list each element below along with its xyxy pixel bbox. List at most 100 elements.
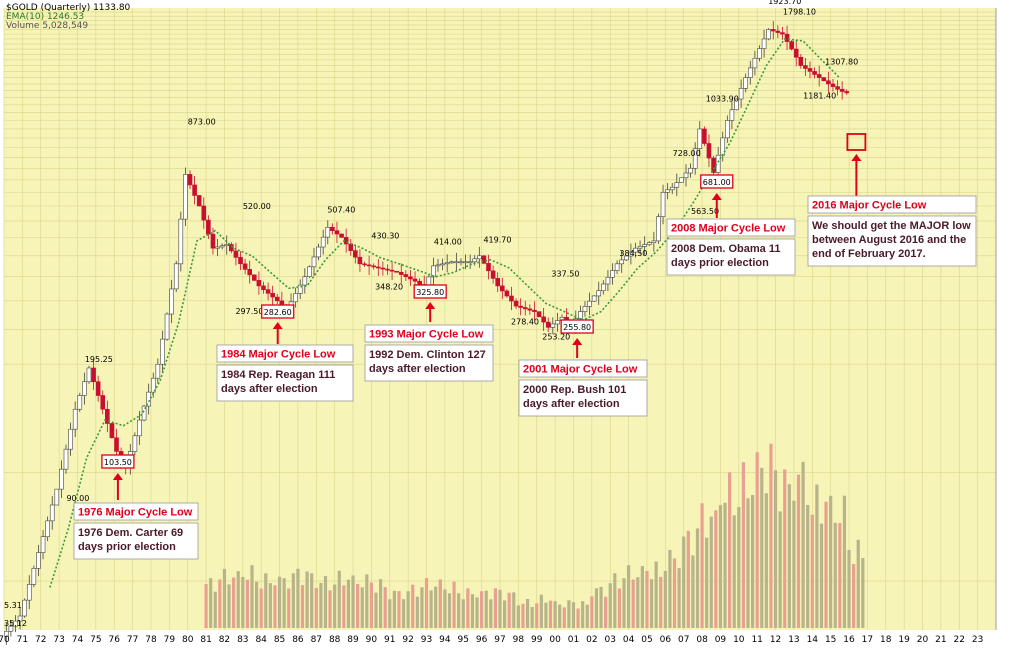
volume-bar xyxy=(682,536,686,628)
volume-bar xyxy=(461,599,465,628)
volume-bar xyxy=(512,592,516,628)
candle-body xyxy=(490,270,496,279)
candle-body xyxy=(798,56,804,66)
annotation-body-line: days prior election xyxy=(671,257,769,269)
candle-body xyxy=(366,264,372,267)
price-label: 507.40 xyxy=(327,206,355,215)
candle-body xyxy=(398,271,404,275)
x-tick-label: 73 xyxy=(53,635,64,645)
candle-body xyxy=(215,246,220,249)
volume-bar xyxy=(645,570,649,628)
volume-bar xyxy=(723,502,727,628)
volume-bar xyxy=(392,590,396,628)
volume-bar xyxy=(631,579,635,628)
candle-body xyxy=(357,256,363,265)
x-tick-label: 19 xyxy=(898,635,910,645)
volume-bar xyxy=(783,469,787,628)
annotation-title-box xyxy=(73,502,199,521)
candle-body xyxy=(178,218,184,265)
candle-body xyxy=(109,423,115,439)
x-tick-label: 01 xyxy=(568,635,579,645)
volume-bar xyxy=(466,588,470,628)
candle-body xyxy=(307,266,312,277)
candle-body xyxy=(692,148,698,169)
volume-bar xyxy=(728,472,732,628)
candle-body xyxy=(72,408,78,430)
candle-body xyxy=(591,295,597,302)
x-tick-label: 87 xyxy=(311,635,322,645)
volume-bar xyxy=(323,576,328,628)
candle-body xyxy=(219,245,225,248)
candle-body xyxy=(578,311,583,319)
candle-body xyxy=(821,77,827,82)
volume-bar xyxy=(378,579,383,628)
volume-bar xyxy=(806,504,810,628)
candle-body xyxy=(596,290,602,297)
candle-body xyxy=(472,258,478,263)
boxed-low xyxy=(700,174,734,189)
price-label: 1923.70 xyxy=(768,0,801,6)
volume-bar xyxy=(245,579,250,628)
volume-bar xyxy=(819,523,824,628)
annotation-body-line: 2000 Rep. Bush 101 xyxy=(523,384,626,396)
annotation-body-line: 1992 Dem. Clinton 127 xyxy=(369,349,486,361)
candle-body xyxy=(141,405,147,421)
boxed-low xyxy=(560,319,594,334)
annotation-title-box xyxy=(216,344,354,363)
candle-body xyxy=(766,29,771,40)
volume-bar xyxy=(732,515,736,628)
volume-bar xyxy=(493,588,498,628)
candle-body xyxy=(582,306,588,312)
volume-bar xyxy=(475,597,479,628)
candle-body xyxy=(233,250,239,258)
candle-body xyxy=(353,250,358,258)
x-tick-label: 88 xyxy=(329,635,341,645)
volume-bar xyxy=(291,573,295,628)
candle-body xyxy=(105,408,110,424)
x-tick-label: 90 xyxy=(366,635,378,645)
candle-body xyxy=(458,261,464,264)
volume-bar xyxy=(567,600,571,628)
volume-bar xyxy=(484,590,488,628)
candle-body xyxy=(532,309,537,312)
volume-bar xyxy=(406,591,410,628)
candle-body xyxy=(545,321,551,328)
x-tick-label: 18 xyxy=(880,635,892,645)
volume-bar xyxy=(581,601,585,628)
candle-body xyxy=(711,157,716,173)
candle-body xyxy=(256,280,262,287)
x-tick-label: 97 xyxy=(494,635,505,645)
x-tick-label: 79 xyxy=(164,635,176,645)
volume-bar xyxy=(737,507,741,628)
volume-bar xyxy=(447,593,452,628)
volume-bar xyxy=(796,474,801,628)
candle-body xyxy=(780,32,785,35)
volume-bar xyxy=(401,599,406,628)
candle-body xyxy=(839,88,845,92)
volume-bar xyxy=(429,590,433,628)
volume-bar xyxy=(709,516,713,628)
volume-bar xyxy=(659,576,663,628)
candle-body xyxy=(261,285,266,290)
candle-body xyxy=(679,177,684,183)
x-tick-label: 06 xyxy=(660,635,672,645)
candle-body xyxy=(587,300,592,307)
x-tick-label: 17 xyxy=(862,635,873,645)
candle-body xyxy=(623,255,629,261)
x-tick-label: 05 xyxy=(641,635,652,645)
chart-title: $GOLD (Quarterly) 1133.80 xyxy=(6,3,131,13)
candle-body xyxy=(302,276,308,286)
candle-body xyxy=(238,257,243,265)
volume-bar xyxy=(677,568,681,628)
candle-body xyxy=(229,244,234,252)
candle-body xyxy=(747,67,753,78)
x-tick-label: 10 xyxy=(733,635,745,645)
candle-body xyxy=(169,288,174,315)
volume-bar xyxy=(622,578,626,628)
volume-bar xyxy=(388,599,392,628)
price-label: 195.25 xyxy=(85,355,113,364)
x-tick-label: 94 xyxy=(439,635,451,645)
annotation-body-line: We should get the MAJOR low xyxy=(812,220,971,232)
candle-body xyxy=(504,290,510,297)
candle-body xyxy=(715,154,721,173)
